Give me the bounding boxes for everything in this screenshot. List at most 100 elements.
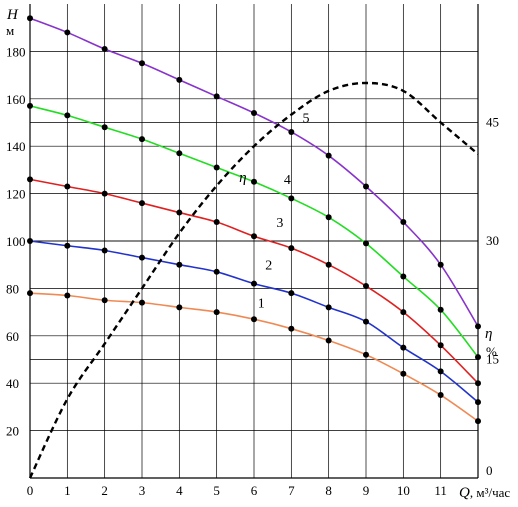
data-point: [475, 399, 481, 406]
data-point: [475, 354, 481, 361]
data-point: [363, 283, 369, 290]
data-point: [213, 219, 220, 226]
head-tick-label: 80: [6, 281, 19, 296]
data-point: [400, 344, 407, 351]
data-point: [437, 306, 444, 313]
x-tick-label: 10: [397, 483, 410, 498]
efficiency-curve-label: η: [239, 170, 246, 186]
data-point: [437, 392, 444, 399]
head-axis-unit: м: [6, 23, 14, 38]
data-point: [213, 309, 220, 316]
x-axis-symbol: Q: [459, 485, 470, 501]
data-point: [27, 176, 33, 183]
data-point: [176, 150, 183, 157]
data-point: [363, 318, 369, 325]
data-point: [251, 110, 257, 117]
x-tick-label: 6: [251, 483, 258, 498]
data-point: [176, 76, 183, 83]
data-point: [400, 219, 407, 226]
data-point: [475, 418, 481, 425]
head-tick-label: 40: [6, 376, 19, 391]
data-point: [213, 93, 220, 100]
efficiency-axis-symbol: η: [485, 326, 492, 342]
curve-label-5: 5: [303, 112, 310, 127]
grid: [30, 4, 479, 478]
data-point: [288, 128, 295, 135]
data-point: [176, 304, 183, 311]
data-points: [27, 15, 481, 425]
x-axis-unit: , м³/час: [470, 485, 511, 500]
data-point: [27, 102, 33, 109]
x-tick-label: 9: [363, 483, 370, 498]
curve-label-1: 1: [258, 296, 265, 311]
x-tick-label: 4: [176, 483, 183, 498]
head-tick-label: 100: [6, 234, 26, 249]
data-point: [139, 60, 145, 67]
data-point: [325, 214, 332, 221]
x-tick-label: 2: [101, 483, 108, 498]
head-tick-label: 160: [6, 92, 26, 107]
data-point: [475, 380, 481, 387]
data-point: [27, 290, 33, 297]
data-point: [139, 299, 145, 306]
data-point: [325, 152, 332, 159]
efficiency-curve: [28, 81, 479, 479]
data-point: [437, 342, 444, 349]
data-point: [213, 268, 220, 275]
head-tick-label: 180: [6, 44, 26, 59]
data-point: [101, 297, 108, 304]
x-axis-label: Q, м³/час: [459, 485, 510, 501]
data-point: [325, 337, 332, 344]
data-point: [101, 124, 108, 131]
x-tick-label: 1: [64, 483, 71, 498]
data-point: [288, 245, 295, 252]
curve-labels: 1 2 3 4 5 η: [239, 112, 309, 312]
efficiency-tick-label: 30: [486, 233, 499, 248]
data-point: [251, 233, 257, 240]
data-point: [101, 190, 108, 197]
data-point: [139, 136, 145, 143]
data-point: [139, 200, 145, 207]
efficiency-tick-label: 0: [486, 463, 493, 478]
data-point: [400, 370, 407, 377]
data-point: [437, 261, 444, 268]
data-point: [288, 195, 295, 202]
data-point: [27, 238, 33, 244]
data-point: [325, 261, 332, 268]
data-point: [101, 247, 108, 254]
curve-label-2: 2: [265, 258, 272, 273]
data-point: [400, 309, 407, 316]
data-point: [475, 323, 481, 330]
data-point: [288, 325, 295, 332]
head-tick-label: 20: [6, 424, 19, 439]
data-point: [101, 46, 108, 53]
x-tick-label: 5: [213, 483, 220, 498]
data-point: [437, 368, 444, 375]
x-tick-label: 0: [27, 483, 34, 498]
x-tick-label: 3: [139, 483, 146, 498]
data-point: [64, 183, 71, 190]
data-point: [64, 292, 71, 299]
data-point: [176, 209, 183, 216]
head-tick-label: 120: [6, 187, 26, 202]
data-point: [400, 273, 407, 280]
data-point: [325, 304, 332, 311]
data-point: [64, 242, 71, 249]
data-point: [176, 261, 183, 268]
efficiency-tick-label: 45: [486, 115, 499, 130]
data-point: [27, 15, 33, 22]
curve-label-4: 4: [284, 173, 291, 188]
data-point: [64, 29, 71, 36]
data-point: [251, 316, 257, 323]
efficiency-tick-label: 15: [486, 352, 499, 367]
data-point: [64, 112, 71, 119]
data-point: [139, 254, 145, 261]
data-point: [251, 178, 257, 185]
data-point: [288, 290, 295, 297]
head-tick-label: 140: [6, 139, 26, 154]
data-point: [251, 280, 257, 287]
curve-label-3: 3: [276, 216, 283, 231]
head-tick-label: 60: [6, 329, 19, 344]
efficiency-axis-unit: %: [486, 344, 497, 359]
